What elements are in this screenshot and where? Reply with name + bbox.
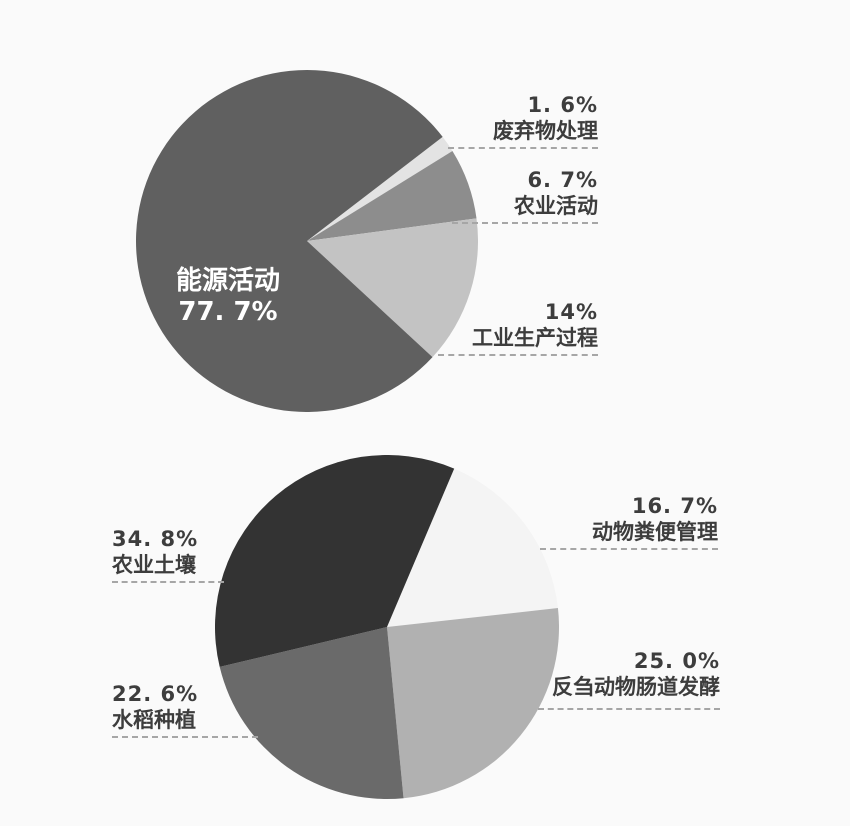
slice-name: 动物粪便管理 (592, 520, 718, 544)
pie-slice-2 (219, 627, 404, 799)
pie-slice-3 (215, 455, 455, 667)
slice-name: 农业活动 (514, 194, 598, 218)
slice-percent: 1. 6% (527, 93, 598, 117)
slice-label-industrial-processes: 14% 工业生产过程 (438, 299, 598, 356)
slice-name: 工业生产过程 (472, 326, 598, 350)
pie-slice-2 (307, 218, 478, 358)
slice-name: 水稻种植 (112, 708, 196, 732)
slice-percent: 22. 6% (112, 682, 199, 706)
slice-percent: 25. 0% (633, 649, 720, 673)
slice-name: 废弃物处理 (493, 119, 598, 143)
slice-percent: 34. 8% (112, 527, 199, 551)
slice-name: 反刍动物肠道发酵 (552, 675, 720, 699)
slice-label-ruminant-enteric-fermentation: 25. 0% 反刍动物肠道发酵 (538, 648, 720, 710)
pie-top (136, 70, 478, 412)
slice-percent: 77. 7% (178, 297, 278, 327)
pie-slice-3 (136, 70, 443, 412)
pie-bottom (215, 455, 559, 799)
slice-name: 农业土壤 (112, 553, 196, 577)
pie-slice-0 (387, 468, 558, 627)
slice-label-waste-treatment: 1. 6% 废弃物处理 (448, 92, 598, 149)
slice-label-agricultural-activities: 6. 7% 农业活动 (452, 167, 598, 224)
slice-percent: 6. 7% (527, 168, 598, 192)
slice-label-energy-activities: 能源活动 77. 7% (140, 266, 316, 328)
slice-label-agricultural-soils: 34. 8% 农业土壤 (112, 526, 224, 583)
slice-label-rice-cultivation: 22. 6% 水稻种植 (112, 681, 258, 738)
slice-percent: 16. 7% (631, 494, 718, 518)
pie-slice-1 (387, 608, 559, 799)
pie-slice-0 (307, 136, 453, 241)
pie-slice-1 (307, 151, 477, 241)
slice-label-animal-manure-management: 16. 7% 动物粪便管理 (540, 493, 718, 550)
slice-percent: 14% (544, 300, 598, 324)
slice-name: 能源活动 (175, 266, 280, 296)
